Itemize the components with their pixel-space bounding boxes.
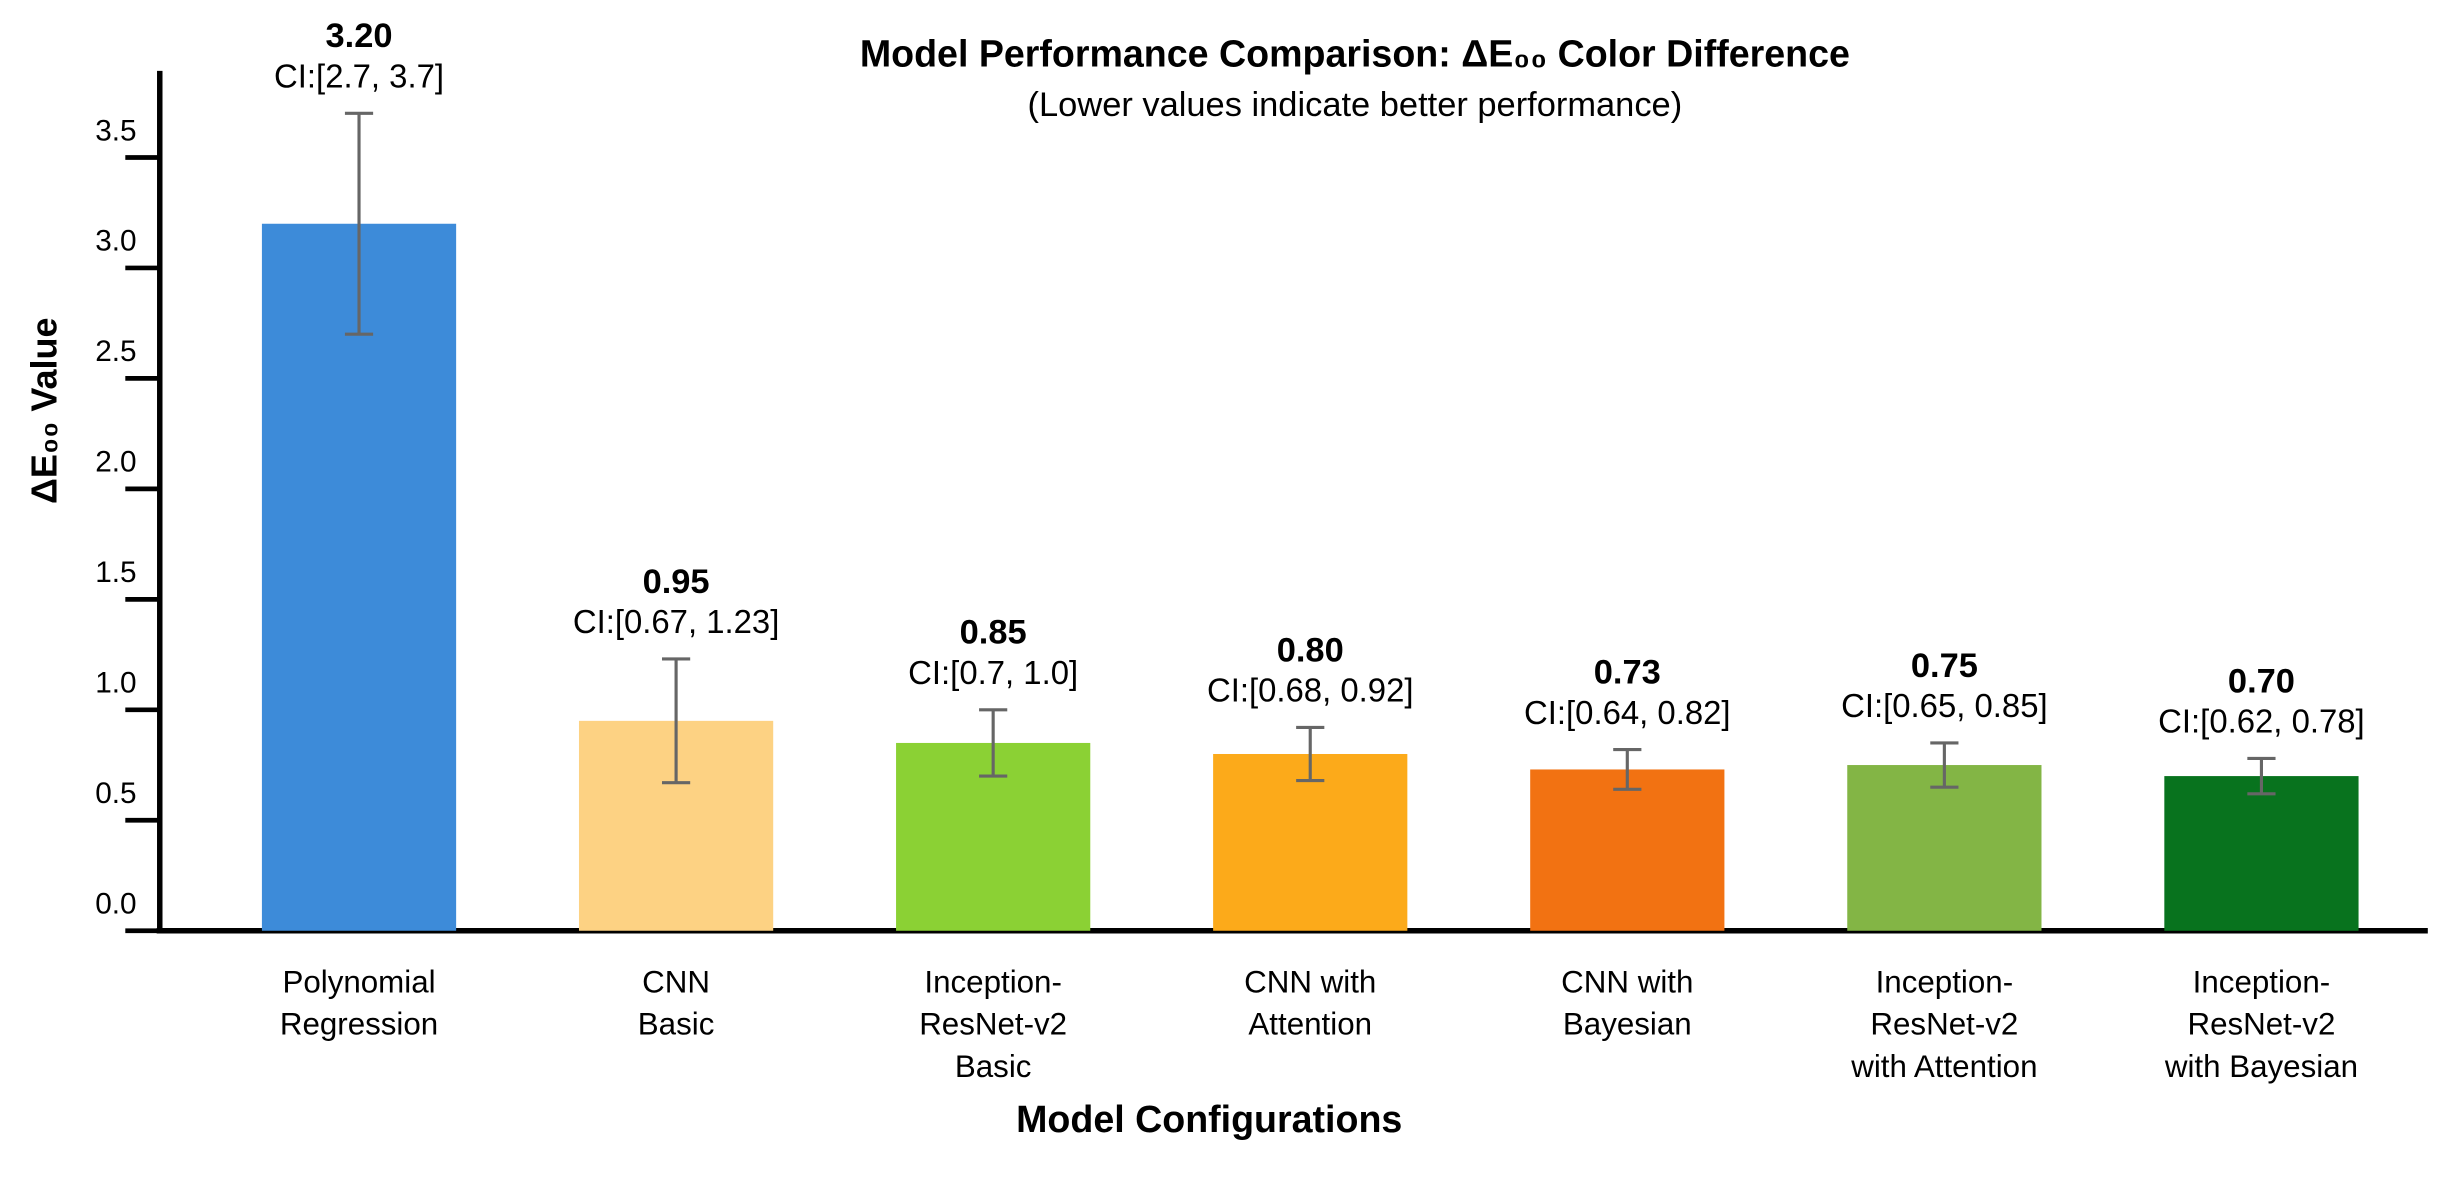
x-tick-label: CNN with — [1561, 964, 1693, 999]
y-tick-label: 2.0 — [95, 446, 136, 479]
x-tick-label: ResNet-v2 — [919, 1007, 1067, 1042]
x-tick-label: Inception- — [924, 964, 1062, 999]
value-label: 0.75 — [1911, 647, 1978, 685]
ci-label: CI:[0.67, 1.23] — [573, 603, 780, 640]
ci-label: CI:[0.64, 0.82] — [1524, 694, 1731, 731]
y-tick-label: 3.0 — [95, 225, 136, 258]
x-tick-label: CNN — [642, 964, 710, 999]
x-tick-label: with Attention — [1850, 1049, 2037, 1084]
x-tick-label: with Bayesian — [2164, 1049, 2358, 1084]
value-label: 0.73 — [1594, 653, 1661, 691]
y-tick-label: 0.5 — [95, 777, 136, 810]
x-tick-label: Bayesian — [1563, 1007, 1692, 1042]
x-tick-label: Inception- — [1876, 964, 2014, 999]
value-label: 0.85 — [960, 614, 1027, 652]
y-tick-label: 1.0 — [95, 667, 136, 700]
ci-label: CI:[2.7, 3.7] — [274, 58, 444, 95]
x-tick-label: ResNet-v2 — [2187, 1007, 2335, 1042]
x-tick-label: ResNet-v2 — [1870, 1007, 2018, 1042]
chart-title: Model Performance Comparison: ΔE₀₀ Color… — [860, 33, 1850, 75]
y-tick-label: 1.5 — [95, 556, 136, 589]
value-label: 0.95 — [643, 563, 710, 601]
x-axis-label: Model Configurations — [1016, 1098, 1402, 1140]
bar — [261, 223, 457, 931]
ci-label: CI:[0.65, 0.85] — [1841, 687, 2048, 724]
y-tick-label: 3.5 — [95, 114, 136, 147]
y-tick-label: 2.5 — [95, 335, 136, 368]
x-tick-label: Inception- — [2193, 964, 2331, 999]
y-axis-label: ΔE₀₀ Value — [24, 317, 65, 503]
bar — [1530, 769, 1725, 931]
x-tick-label: Polynomial — [282, 964, 435, 999]
x-tick-label: Attention — [1248, 1007, 1372, 1042]
bar — [1847, 765, 2042, 931]
value-label: 0.80 — [1277, 631, 1344, 669]
x-tick-label: Basic — [638, 1007, 715, 1042]
x-tick-label: Basic — [955, 1049, 1032, 1084]
ci-label: CI:[0.7, 1.0] — [908, 654, 1078, 691]
ci-label: CI:[0.62, 0.78] — [2158, 703, 2365, 740]
bar — [2164, 776, 2359, 931]
value-label: 0.70 — [2228, 662, 2295, 700]
bar — [1213, 753, 1408, 931]
value-label: 3.20 — [326, 17, 393, 55]
chart-subtitle: (Lower values indicate better performanc… — [1028, 86, 1683, 124]
y-tick-label: 0.0 — [95, 888, 136, 921]
x-tick-label: Regression — [280, 1007, 438, 1042]
ci-label: CI:[0.68, 0.92] — [1207, 672, 1414, 709]
x-tick-label: CNN with — [1244, 964, 1376, 999]
